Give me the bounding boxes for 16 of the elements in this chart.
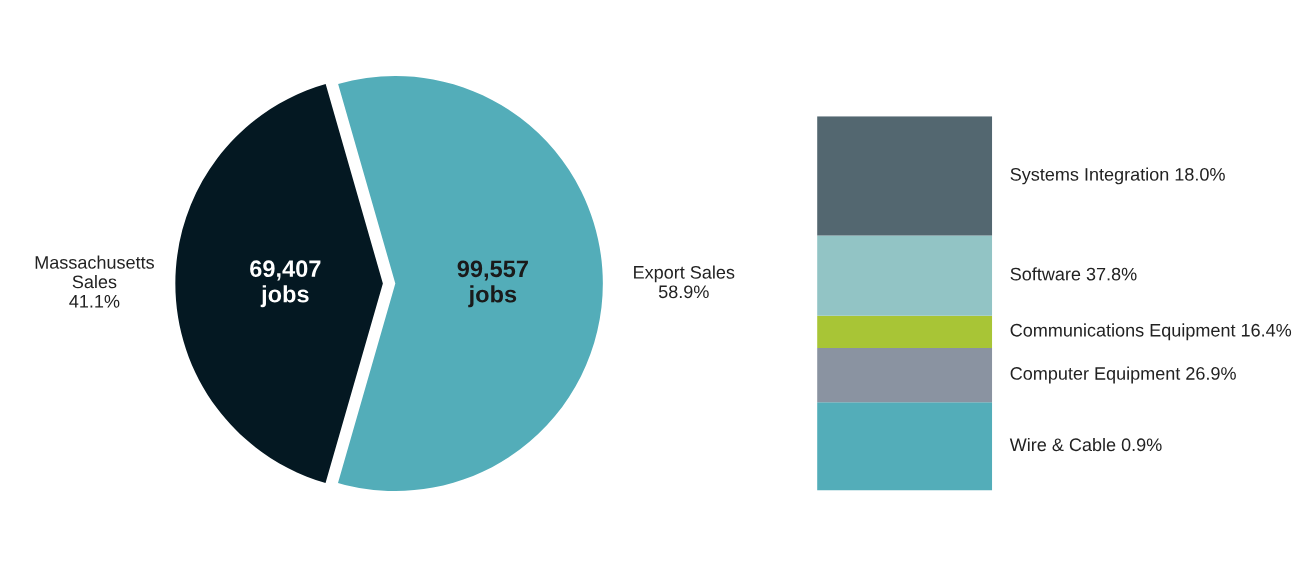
text: 69,407 jobs (250, 260, 321, 308)
series-label: Software 37.8% (1010, 267, 1137, 281)
bar (817, 235, 993, 316)
series-label: Computer Equipment 26.9% (1010, 366, 1236, 384)
bar (817, 116, 993, 236)
series-label: Systems Integration 18.0% (1010, 167, 1225, 185)
bar (817, 315, 993, 348)
series-label: Wire & Cable 0.9% (1009, 437, 1162, 452)
slice-label: Massachusetts Sales (35, 255, 154, 289)
slice-label: Export Sales (634, 265, 735, 283)
data-label: 41.1% (69, 294, 120, 308)
series-label: Communications Equipment 16.4% (1010, 323, 1292, 341)
bar (817, 347, 993, 403)
text: 99,557 jobs (457, 260, 528, 308)
bar (817, 402, 993, 491)
data-label: 58.9% (658, 285, 709, 299)
